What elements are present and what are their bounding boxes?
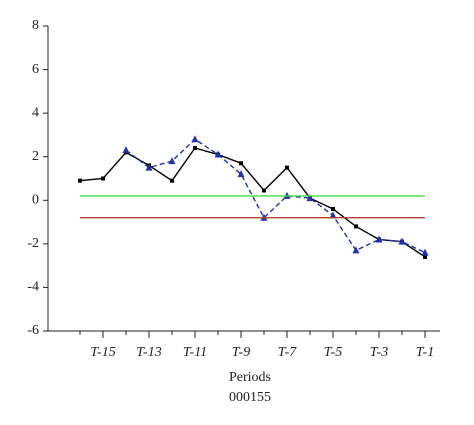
y-tick-label: 4 bbox=[32, 105, 39, 120]
point bbox=[168, 157, 176, 165]
x-tick-label: T-13 bbox=[136, 345, 161, 360]
y-tick-label: 0 bbox=[32, 193, 39, 208]
point bbox=[101, 176, 105, 181]
y-tick-label: -6 bbox=[27, 323, 39, 338]
point bbox=[262, 188, 266, 193]
point bbox=[421, 248, 429, 256]
y-tick-label: -2 bbox=[27, 236, 39, 251]
x-axis-label: Periods bbox=[229, 370, 271, 385]
point bbox=[354, 224, 358, 229]
point bbox=[214, 150, 222, 158]
y-tick-label: 2 bbox=[32, 149, 39, 164]
point bbox=[423, 254, 427, 259]
point bbox=[352, 246, 360, 254]
point bbox=[375, 235, 383, 243]
x-tick-label: T-5 bbox=[324, 345, 342, 360]
point bbox=[191, 135, 199, 143]
point bbox=[306, 194, 314, 202]
point bbox=[145, 163, 153, 171]
x-tick-label: T-11 bbox=[183, 345, 207, 360]
series-line bbox=[125, 138, 426, 254]
x-tick-label: T-9 bbox=[232, 345, 250, 360]
point bbox=[237, 170, 245, 178]
y-tick-label: -4 bbox=[27, 280, 39, 295]
x-tick-label: T-7 bbox=[278, 345, 297, 360]
point bbox=[331, 207, 335, 211]
point bbox=[285, 165, 289, 170]
point bbox=[239, 161, 243, 166]
caption: 000155 bbox=[229, 390, 271, 405]
point bbox=[122, 146, 130, 154]
point bbox=[78, 178, 82, 183]
series-line bbox=[79, 147, 426, 258]
point bbox=[170, 178, 174, 183]
point bbox=[329, 211, 337, 219]
x-tick-label: T-1 bbox=[416, 345, 434, 360]
point bbox=[398, 237, 406, 245]
y-tick-label: 8 bbox=[32, 18, 39, 33]
point bbox=[193, 146, 197, 150]
x-tick-label: T-3 bbox=[370, 345, 388, 360]
y-tick-label: 6 bbox=[32, 62, 39, 77]
x-tick-label: T-15 bbox=[90, 345, 115, 360]
